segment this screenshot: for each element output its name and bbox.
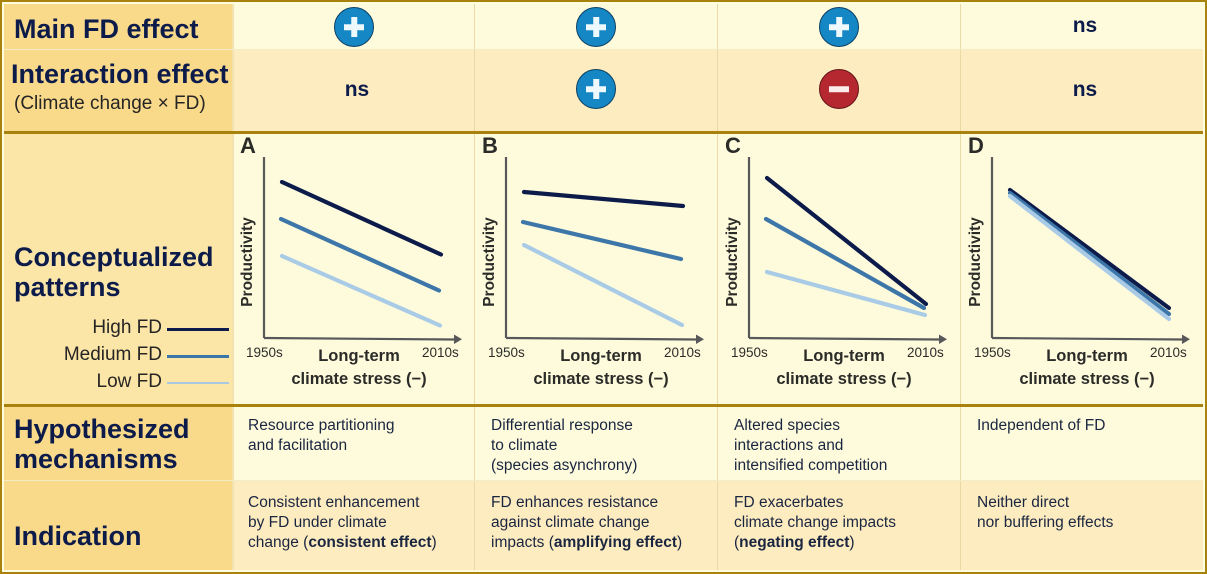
svg-text:A: A (240, 133, 256, 158)
svg-text:1950s: 1950s (246, 345, 283, 360)
svg-text:1950s: 1950s (974, 345, 1011, 360)
svg-text:C: C (725, 133, 741, 158)
svg-text:2010s: 2010s (1150, 345, 1187, 360)
svg-text:1950s: 1950s (488, 345, 525, 360)
svg-text:1950s: 1950s (731, 345, 768, 360)
svg-text:Long-term: Long-term (803, 347, 885, 365)
svg-text:climate stress (−): climate stress (−) (1019, 370, 1154, 388)
svg-text:Long-term: Long-term (318, 347, 400, 365)
svg-text:climate stress (−): climate stress (−) (533, 370, 668, 388)
svg-text:Productivity: Productivity (967, 217, 984, 307)
svg-text:Productivity: Productivity (239, 217, 256, 307)
svg-text:Long-term: Long-term (1046, 347, 1128, 365)
svg-text:2010s: 2010s (664, 345, 701, 360)
svg-text:D: D (968, 133, 984, 158)
svg-text:2010s: 2010s (907, 345, 944, 360)
svg-text:Productivity: Productivity (481, 217, 498, 307)
svg-text:B: B (482, 133, 498, 158)
svg-text:climate stress (−): climate stress (−) (291, 370, 426, 388)
svg-text:2010s: 2010s (422, 345, 459, 360)
svg-text:Long-term: Long-term (560, 347, 642, 365)
svg-text:Productivity: Productivity (724, 217, 741, 307)
svg-text:climate stress (−): climate stress (−) (776, 370, 911, 388)
